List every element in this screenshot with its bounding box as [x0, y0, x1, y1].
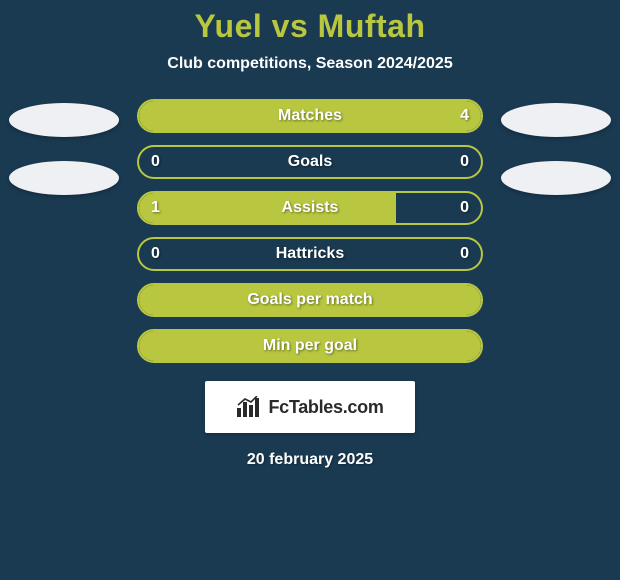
- bar-fill-left: [139, 193, 396, 223]
- right-player-column: [501, 99, 611, 195]
- stat-bar: 4Matches: [137, 99, 483, 133]
- chart-icon: [236, 396, 262, 418]
- stat-bar: Goals per match: [137, 283, 483, 317]
- brand-main: Tables: [289, 397, 343, 417]
- date-label: 20 february 2025: [247, 451, 373, 469]
- bar-label: Goals: [139, 147, 481, 177]
- subtitle: Club competitions, Season 2024/2025: [167, 55, 452, 73]
- bar-label: Hattricks: [139, 239, 481, 269]
- bar-fill: [139, 101, 481, 131]
- player-avatar-right: [501, 161, 611, 195]
- brand-logo: FcTables.com: [205, 381, 415, 433]
- bar-value-left: 0: [151, 147, 160, 177]
- comparison-card: Yuel vs Muftah Club competitions, Season…: [0, 0, 620, 469]
- bar-fill: [139, 285, 481, 315]
- bar-value-right: 0: [460, 193, 469, 223]
- bar-value-left: 0: [151, 239, 160, 269]
- stat-bar: 0 0Goals: [137, 145, 483, 179]
- bar-value-right: 0: [460, 147, 469, 177]
- bar-value-right: 0: [460, 239, 469, 269]
- brand-prefix: Fc: [268, 397, 288, 417]
- stat-bar: Min per goal: [137, 329, 483, 363]
- stat-bar: 10Assists: [137, 191, 483, 225]
- bar-value-right: 4: [460, 101, 469, 131]
- stat-bars: 4Matches00Goals10Assists00HattricksGoals…: [137, 99, 483, 363]
- left-player-column: [9, 99, 119, 195]
- main-area: 4Matches00Goals10Assists00HattricksGoals…: [0, 99, 620, 363]
- bar-value-left: 1: [151, 193, 160, 223]
- player-avatar-left: [9, 103, 119, 137]
- page-title: Yuel vs Muftah: [194, 8, 425, 45]
- player-avatar-left: [9, 161, 119, 195]
- stat-bar: 0 0Hattricks: [137, 237, 483, 271]
- brand-text: FcTables.com: [268, 397, 383, 418]
- bar-fill: [139, 331, 481, 361]
- brand-suffix: .com: [343, 397, 384, 417]
- player-avatar-right: [501, 103, 611, 137]
